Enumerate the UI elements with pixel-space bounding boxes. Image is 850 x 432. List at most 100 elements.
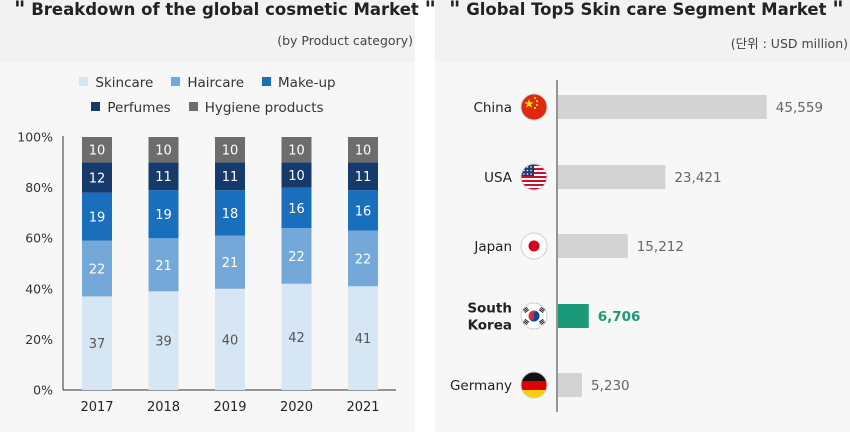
bar-segment-skincare-2020	[281, 283, 312, 390]
germany-flag-icon	[520, 371, 548, 399]
x-tick-label: 2019	[213, 400, 246, 415]
data-label: 12	[89, 171, 106, 186]
data-label: 10	[89, 144, 106, 159]
bar-china	[558, 95, 767, 119]
legend-row-1: Skincare Haircare Make-up	[0, 75, 415, 91]
legend-swatch	[91, 102, 101, 111]
stacked-chart-title-text: Breakdown of the global cosmetic Market	[31, 0, 419, 19]
legend-swatch	[171, 77, 181, 86]
bar-segment-perfumes-2018	[148, 162, 179, 191]
data-label: 40	[222, 333, 239, 348]
data-label: 22	[89, 263, 106, 278]
bar-segment-perfumes-2021	[348, 162, 378, 191]
bar-usa	[558, 165, 666, 189]
legend-swatch	[262, 77, 272, 86]
data-label: 10	[155, 144, 172, 159]
legend-swatch	[79, 77, 89, 86]
x-tick-label: 2021	[346, 400, 379, 415]
close-quote-mark: "	[424, 0, 436, 23]
bar-segment-haircare-2018	[148, 238, 179, 292]
legend-item-perfumes: Perfumes	[91, 100, 171, 116]
bar-segment-hygiene-products-2017	[82, 137, 112, 163]
x-tick-label: 2017	[80, 400, 113, 415]
bar-south-korea	[558, 304, 589, 328]
data-label: 10	[355, 144, 372, 159]
bar-segment-hygiene-products-2021	[348, 137, 378, 163]
legend-row-2: Perfumes Hygiene products	[0, 100, 415, 116]
stacked-chart-title: " Breakdown of the global cosmetic Marke…	[14, 0, 436, 23]
top5-chart-title-text: Global Top5 Skin care Segment Market	[466, 0, 827, 19]
data-label: 10	[288, 144, 305, 159]
top5-chart-title: " Global Top5 Skin care Segment Market "	[449, 0, 844, 23]
stacked-chart-header: " Breakdown of the global cosmetic Marke…	[0, 0, 436, 62]
legend-label: Skincare	[95, 75, 154, 91]
data-label: 21	[155, 259, 172, 274]
bar-segment-haircare-2017	[82, 240, 112, 297]
x-tick-label: 2018	[147, 400, 180, 415]
data-label: 18	[222, 207, 239, 222]
bar-segment-make-up-2017	[82, 192, 112, 241]
legend-item-skincare: Skincare	[79, 75, 153, 91]
japan-flag-icon	[520, 232, 548, 260]
legend-label: Haircare	[187, 75, 245, 91]
data-label: 42	[288, 331, 305, 346]
legend-label: Make-up	[278, 75, 336, 91]
bar-segment-hygiene-products-2020	[281, 137, 312, 163]
category-label-germany: Germany	[450, 378, 512, 394]
data-label: 19	[89, 211, 106, 226]
bar-japan	[558, 234, 628, 258]
y-tick-label: 100%	[17, 130, 53, 145]
bar-segment-skincare-2019	[215, 288, 245, 390]
data-label: 10	[222, 144, 239, 159]
category-label-south-korea: South	[467, 301, 512, 317]
stacked-chart-panel	[0, 62, 415, 432]
value-label-germany: 5,230	[591, 378, 630, 394]
open-quote-mark: "	[14, 0, 26, 23]
open-quote-mark: "	[449, 0, 461, 23]
top5-chart-unit: (단위 : USD million)	[730, 36, 848, 51]
y-tick-label: 80%	[25, 180, 53, 195]
y-tick-label: 60%	[25, 231, 53, 246]
bar-segment-perfumes-2019	[215, 162, 245, 191]
data-label: 22	[288, 250, 305, 265]
data-label: 37	[89, 337, 106, 352]
data-label: 19	[155, 208, 172, 223]
top5-chart-panel	[435, 62, 850, 432]
category-label-south-korea: Korea	[468, 318, 512, 334]
legend-item-hygiene-products: Hygiene products	[188, 100, 324, 116]
data-label: 41	[355, 332, 372, 347]
x-tick-label: 2020	[280, 400, 313, 415]
value-label-south-korea: 6,706	[598, 309, 641, 325]
category-label-japan: Japan	[473, 239, 512, 255]
china-flag-icon	[520, 93, 548, 121]
data-label: 21	[222, 256, 239, 271]
data-label: 22	[355, 252, 372, 267]
legend-item-make-up: Make-up	[262, 75, 336, 91]
legend-label: Perfumes	[107, 100, 171, 116]
value-label-china: 45,559	[776, 100, 823, 116]
bar-segment-make-up-2018	[148, 190, 179, 239]
data-label: 16	[355, 204, 372, 219]
bar-segment-hygiene-products-2018	[148, 137, 179, 163]
bar-segment-make-up-2021	[348, 190, 378, 231]
data-label: 16	[288, 202, 305, 217]
top5-chart-header: " Global Top5 Skin care Segment Market "…	[435, 0, 850, 62]
bar-segment-make-up-2020	[281, 187, 312, 229]
stacked-chart-subtitle: (by Product category)	[277, 33, 413, 48]
horizontal-bar-chart: China 45,559 USA 23,421 Japan 15,212 SouthKore…	[450, 80, 823, 412]
bar-germany	[558, 373, 582, 397]
close-quote-mark: "	[832, 0, 844, 23]
bar-segment-haircare-2020	[281, 228, 312, 284]
data-label: 10	[288, 169, 305, 184]
y-tick-label: 40%	[25, 281, 53, 296]
legend-item-haircare: Haircare	[171, 75, 244, 91]
south-korea-flag-icon	[520, 302, 548, 330]
bar-segment-skincare-2018	[148, 291, 179, 390]
stacked-bar-chart: 0% 20% 40% 60% 80% 100% 37 22 19 12 10 2017 39 21 19 11…	[17, 130, 396, 415]
bar-segment-haircare-2019	[215, 235, 245, 289]
bar-segment-hygiene-products-2019	[215, 137, 245, 163]
usa-flag-icon	[520, 163, 548, 191]
bar-segment-skincare-2021	[348, 286, 378, 390]
data-label: 11	[222, 170, 239, 185]
y-tick-label: 0%	[33, 383, 53, 398]
